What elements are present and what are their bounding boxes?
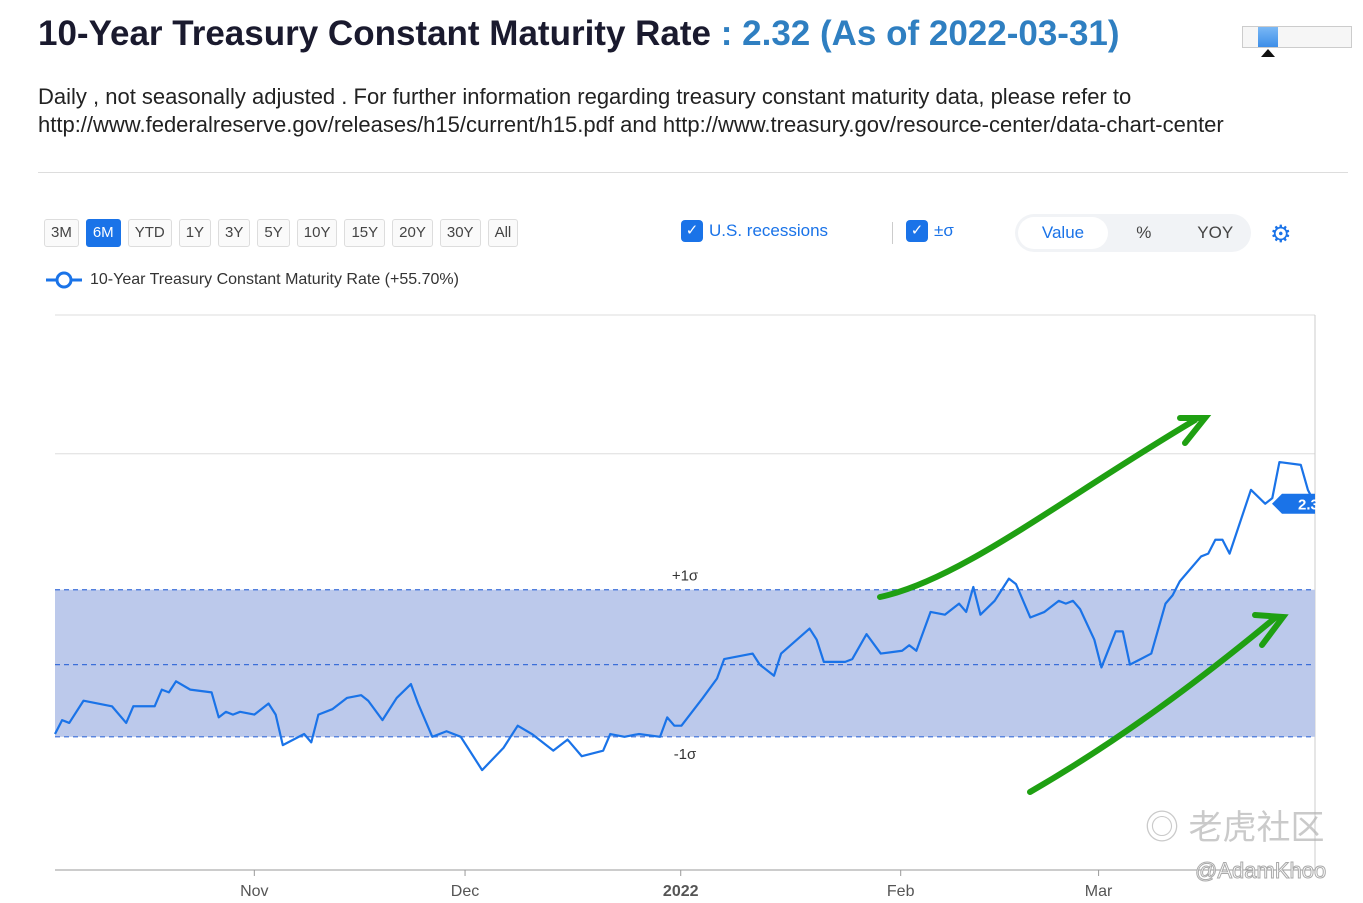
watermark-logo: ◎ 老虎社区: [1145, 809, 1325, 847]
x-tick-label: Mar: [1085, 883, 1113, 900]
series-line: [54, 460, 1316, 772]
x-tick-label: Nov: [240, 883, 268, 900]
range-button-15y[interactable]: 15Y: [344, 219, 386, 247]
sigma-label: ±σ: [934, 221, 954, 240]
range-button-30y[interactable]: 30Y: [439, 219, 481, 247]
sigma-upper-label: +1σ: [672, 568, 699, 585]
description-line: Daily , not seasonally adjusted . For fu…: [38, 84, 1132, 109]
checkbox-icon[interactable]: ✓: [681, 220, 703, 242]
divider: [38, 172, 1348, 173]
description-links[interactable]: http://www.federalreserve.gov/releases/h…: [38, 112, 1224, 137]
page-title: 10-Year Treasury Constant Maturity Rate …: [38, 14, 1120, 54]
gear-icon[interactable]: ⚙: [1270, 221, 1292, 248]
slider-pointer-icon: [1261, 49, 1275, 57]
slider-thumb[interactable]: [1258, 27, 1278, 47]
title-text: 10-Year Treasury Constant Maturity Rate: [38, 14, 712, 53]
range-button-6m[interactable]: 6M: [85, 219, 121, 247]
range-button-all[interactable]: All: [487, 219, 519, 247]
range-button-1y[interactable]: 1Y: [178, 219, 212, 247]
last-value-label: 2.32: [1298, 497, 1327, 514]
x-tick-label: Dec: [451, 883, 479, 900]
watermark-text: 老虎社区: [1188, 809, 1325, 847]
mode-percent[interactable]: %: [1136, 223, 1152, 242]
title-separator: :: [711, 14, 743, 53]
mode-switch: Value % YOY: [1015, 214, 1251, 252]
annotation-arrow-up: [1027, 612, 1289, 795]
annotation-arrow-up: [877, 415, 1212, 600]
range-button-10y[interactable]: 10Y: [296, 219, 338, 247]
mode-value[interactable]: Value: [1018, 217, 1108, 249]
range-button-3m[interactable]: 3M: [44, 219, 79, 247]
recessions-toggle[interactable]: ✓ U.S. recessions: [681, 220, 828, 242]
sigma-toggle[interactable]: ✓ ±σ: [906, 220, 954, 242]
series-description: Daily , not seasonally adjusted . For fu…: [38, 83, 1224, 139]
range-button-3y[interactable]: 3Y: [218, 219, 251, 247]
sigma-lower-label: -1σ: [674, 746, 697, 763]
legend-item[interactable]: 10-Year Treasury Constant Maturity Rate …: [46, 270, 459, 290]
last-value-flag: [1272, 493, 1315, 514]
range-button-20y[interactable]: 20Y: [392, 219, 433, 247]
toolbar-separator: [892, 222, 893, 244]
range-slider[interactable]: [1242, 26, 1352, 57]
range-button-5y[interactable]: 5Y: [257, 219, 290, 247]
mode-yoy[interactable]: YOY: [1197, 223, 1234, 242]
checkbox-icon[interactable]: ✓: [906, 220, 928, 242]
x-tick-label: 2022: [663, 883, 699, 900]
legend-label: 10-Year Treasury Constant Maturity Rate …: [90, 271, 459, 288]
line-chart: +1σ -1σ Nov Dec 2022 Feb Mar 2.32: [54, 314, 1327, 900]
watermark-author: @AdamKhoo: [1194, 858, 1327, 884]
range-buttons: 3M 6M YTD 1Y 3Y 5Y 10Y 15Y 20Y 30Y All: [44, 219, 519, 247]
latest-value: 2.32 (As of 2022-03-31): [742, 14, 1120, 53]
legend-marker-icon: [46, 271, 82, 289]
recessions-label: U.S. recessions: [709, 221, 829, 240]
sigma-band: [55, 589, 1315, 737]
x-tick-label: Feb: [887, 883, 915, 900]
range-button-ytd[interactable]: YTD: [127, 219, 172, 247]
